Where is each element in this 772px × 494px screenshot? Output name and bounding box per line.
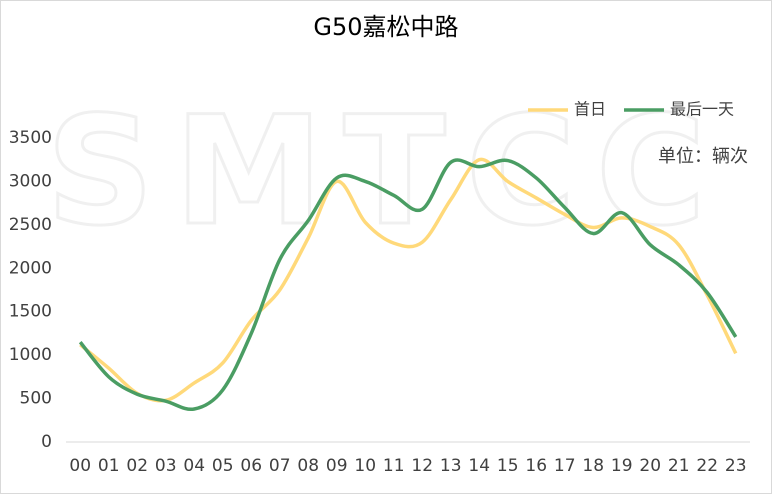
watermark: SMTCC xyxy=(46,85,726,259)
y-tick-label: 2500 xyxy=(9,215,52,235)
y-tick-label: 0 xyxy=(41,432,52,452)
x-tick-label: 15 xyxy=(497,456,519,476)
x-tick-label: 21 xyxy=(668,456,690,476)
x-tick-label: 18 xyxy=(582,456,604,476)
unit-label: 单位：辆次 xyxy=(658,146,748,167)
x-tick-label: 11 xyxy=(383,456,405,476)
x-tick-label: 14 xyxy=(468,456,490,476)
y-tick-label: 1000 xyxy=(9,345,52,365)
x-tick-label: 12 xyxy=(411,456,433,476)
y-tick-label: 3500 xyxy=(9,128,52,148)
x-tick-label: 17 xyxy=(554,456,576,476)
y-tick-label: 2000 xyxy=(9,258,52,278)
y-tick-label: 3000 xyxy=(9,171,52,191)
x-tick-label: 01 xyxy=(98,456,120,476)
x-tick-label: 04 xyxy=(183,456,205,476)
x-tick-label: 19 xyxy=(611,456,633,476)
x-tick-label: 09 xyxy=(326,456,348,476)
x-tick-label: 16 xyxy=(525,456,547,476)
x-tick-label: 10 xyxy=(354,456,376,476)
x-tick-label: 20 xyxy=(639,456,661,476)
legend-label: 首日 xyxy=(574,100,606,119)
x-tick-label: 13 xyxy=(440,456,462,476)
x-tick-label: 07 xyxy=(269,456,291,476)
x-tick-label: 05 xyxy=(212,456,234,476)
line-series xyxy=(78,158,738,412)
y-tick-label: 1500 xyxy=(9,302,52,322)
x-tick-label: 02 xyxy=(126,456,148,476)
x-tick-label: 03 xyxy=(155,456,177,476)
x-tick-label: 08 xyxy=(297,456,319,476)
legend-label: 最后一天 xyxy=(670,100,734,119)
x-tick-label: 22 xyxy=(696,456,718,476)
y-tick-label: 500 xyxy=(20,389,52,409)
x-tick-label: 00 xyxy=(69,456,91,476)
x-tick-label: 23 xyxy=(725,456,747,476)
chart-title: G50嘉松中路 xyxy=(313,13,458,41)
x-tick-label: 06 xyxy=(240,456,262,476)
line-series xyxy=(79,157,738,403)
